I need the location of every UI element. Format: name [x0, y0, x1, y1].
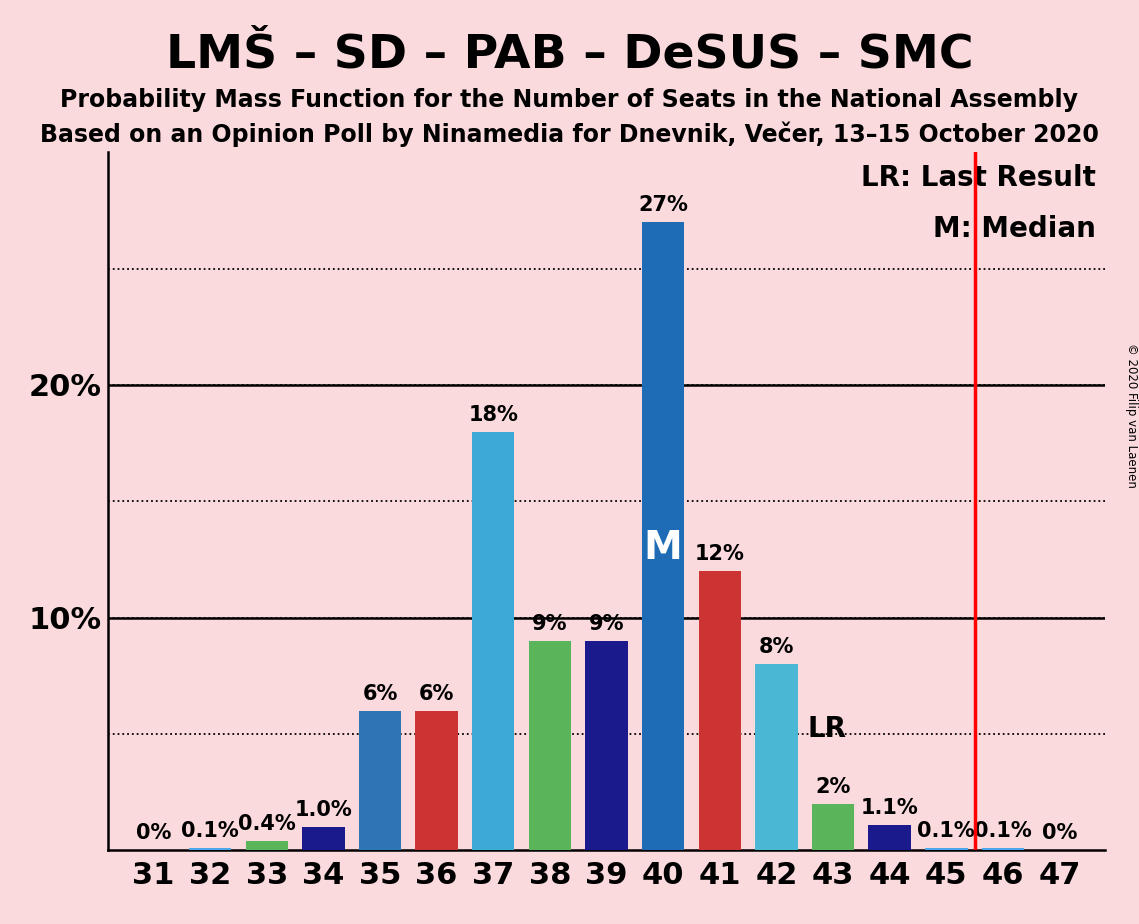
Text: 0.4%: 0.4% [238, 814, 296, 833]
Bar [982, 847, 1024, 850]
Text: 12%: 12% [695, 544, 745, 564]
Bar [528, 641, 571, 850]
Text: M: Median: M: Median [934, 215, 1097, 243]
Text: 6%: 6% [419, 684, 454, 703]
Text: LMŠ – SD – PAB – DeSUS – SMC: LMŠ – SD – PAB – DeSUS – SMC [165, 32, 974, 78]
Text: Based on an Opinion Poll by Ninamedia for Dnevnik, Večer, 13–15 October 2020: Based on an Opinion Poll by Ninamedia fo… [40, 122, 1099, 148]
Bar [472, 432, 515, 850]
Bar [868, 824, 911, 850]
Text: 0.1%: 0.1% [974, 821, 1032, 841]
Bar [246, 841, 288, 850]
Text: 6%: 6% [362, 684, 398, 703]
Bar [416, 711, 458, 850]
Text: 0.1%: 0.1% [181, 821, 239, 841]
Text: 1.1%: 1.1% [861, 797, 918, 818]
Text: M: M [644, 529, 682, 566]
Bar [812, 804, 854, 850]
Bar [698, 571, 741, 850]
Bar [755, 664, 797, 850]
Text: 0%: 0% [1042, 823, 1077, 843]
Text: 0.1%: 0.1% [917, 821, 975, 841]
Text: 9%: 9% [532, 614, 567, 634]
Text: Probability Mass Function for the Number of Seats in the National Assembly: Probability Mass Function for the Number… [60, 88, 1079, 112]
Text: 2%: 2% [816, 776, 851, 796]
Text: LR: Last Result: LR: Last Result [861, 164, 1097, 192]
Text: 9%: 9% [589, 614, 624, 634]
Bar [302, 827, 345, 850]
Text: 8%: 8% [759, 637, 794, 657]
Bar [585, 641, 628, 850]
Text: 27%: 27% [638, 195, 688, 215]
Bar [359, 711, 401, 850]
Bar [925, 847, 967, 850]
Bar [642, 222, 685, 850]
Bar [189, 847, 231, 850]
Text: 18%: 18% [468, 405, 518, 424]
Text: 1.0%: 1.0% [295, 800, 352, 820]
Text: LR: LR [808, 715, 846, 743]
Text: 0%: 0% [136, 823, 171, 843]
Text: © 2020 Filip van Laenen: © 2020 Filip van Laenen [1124, 344, 1138, 488]
